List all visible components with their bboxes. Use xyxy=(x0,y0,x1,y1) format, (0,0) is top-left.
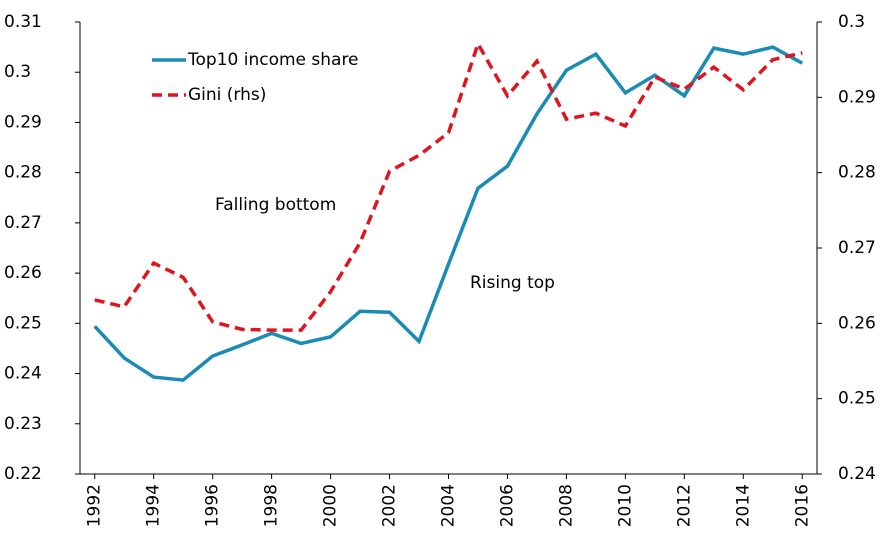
y-tick-label: 0.3 xyxy=(4,62,31,82)
x-tick-label: 1998 xyxy=(262,484,282,527)
y2-tick-label: 0.3 xyxy=(838,12,865,32)
series-line xyxy=(93,45,804,382)
y2-tick-label: 0.24 xyxy=(838,464,876,484)
x-tick-label: 2016 xyxy=(792,484,812,527)
x-tick-label: 2010 xyxy=(615,484,635,527)
annotation: Rising top xyxy=(470,273,555,293)
y-tick-label: 0.28 xyxy=(4,163,42,183)
legend-label: Gini (rhs) xyxy=(188,85,266,105)
y-tick-label: 0.27 xyxy=(4,213,42,233)
series-line xyxy=(94,39,803,332)
x-tick-label: 1994 xyxy=(144,484,164,527)
y2-tick-label: 0.25 xyxy=(838,389,876,409)
x-tick-label: 2004 xyxy=(439,484,459,527)
y-tick-label: 0.29 xyxy=(4,112,42,132)
y-tick-label: 0.24 xyxy=(4,364,42,384)
x-tick-label: 2008 xyxy=(556,484,576,527)
y-tick-label: 0.25 xyxy=(4,313,42,333)
legend-label: Top10 income share xyxy=(187,50,359,70)
y-tick-label: 0.22 xyxy=(4,464,42,484)
x-tick-label: 1992 xyxy=(85,484,105,527)
x-tick-label: 2002 xyxy=(380,484,400,527)
x-tick-label: 2000 xyxy=(321,484,341,527)
y2-tick-label: 0.29 xyxy=(838,87,876,107)
x-tick-label: 1996 xyxy=(203,484,223,527)
y-tick-label: 0.26 xyxy=(4,263,42,283)
x-tick-label: 2006 xyxy=(497,484,517,527)
y2-tick-label: 0.27 xyxy=(838,238,876,258)
x-tick-label: 2012 xyxy=(674,484,694,527)
y2-tick-label: 0.28 xyxy=(838,163,876,183)
y-tick-label: 0.31 xyxy=(4,12,42,32)
annotation: Falling bottom xyxy=(215,195,336,215)
x-tick-label: 2014 xyxy=(733,484,753,527)
y-tick-label: 0.23 xyxy=(4,414,42,434)
y2-tick-label: 0.26 xyxy=(838,313,876,333)
